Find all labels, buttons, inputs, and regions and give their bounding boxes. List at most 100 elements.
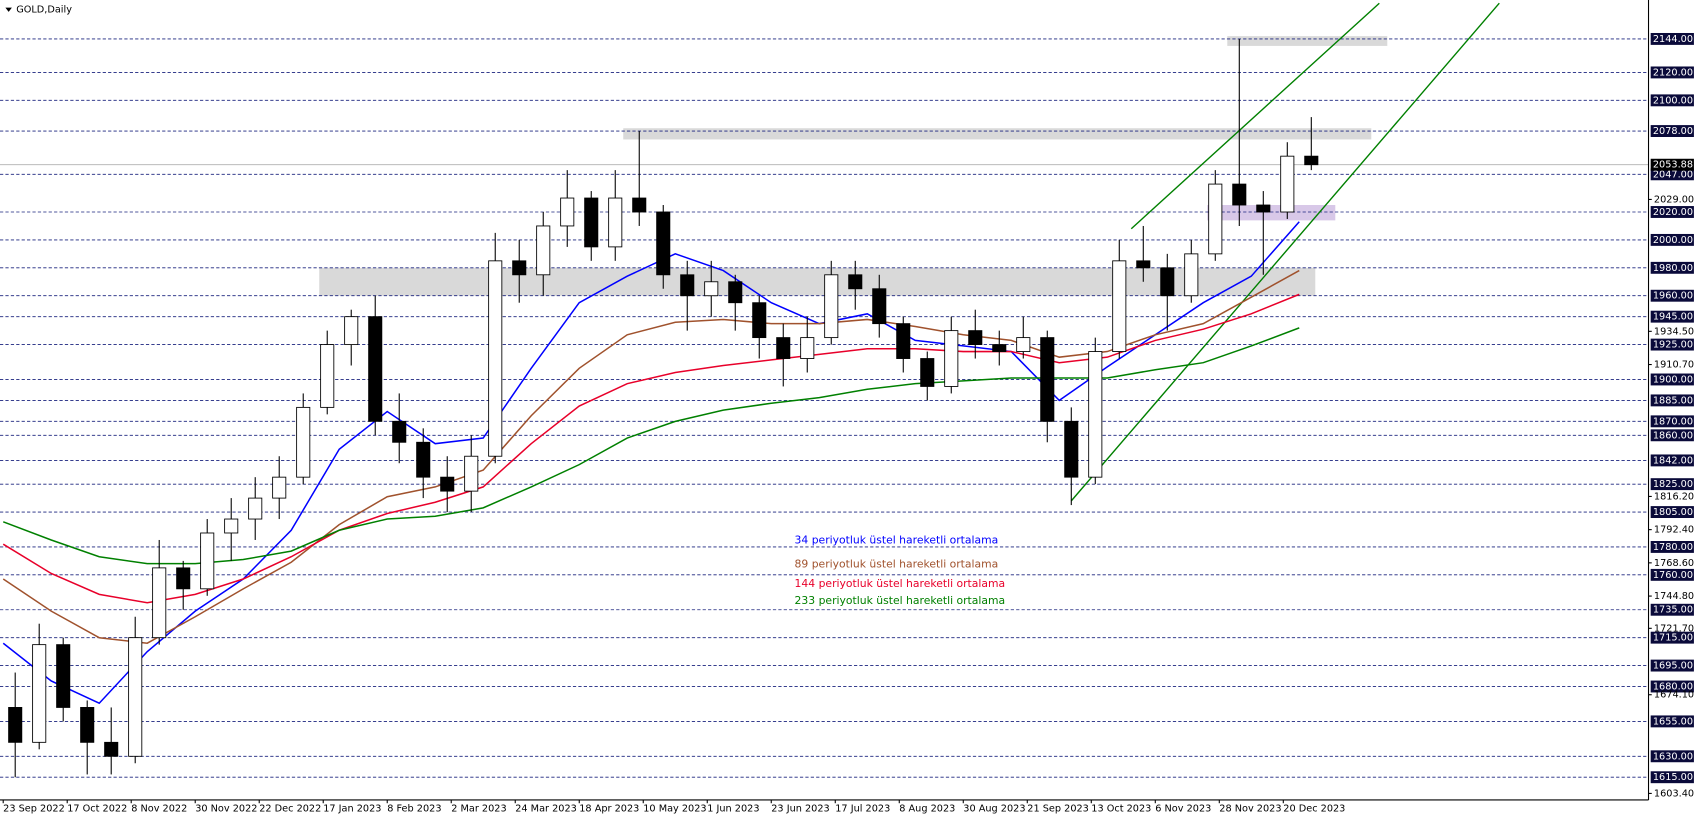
level-label-box: [1650, 568, 1694, 581]
candle-body: [128, 637, 143, 757]
level-label-box: [1650, 206, 1694, 218]
x-tick-label: 28 Nov 2023: [1219, 804, 1281, 815]
level-label: 1715.00: [1653, 633, 1693, 644]
candle-body: [8, 707, 23, 743]
moving-average-line: [2, 293, 1300, 604]
current-price-label: 2053.88: [1653, 160, 1693, 171]
level-label: 2144.00: [1653, 34, 1693, 45]
candle-body: [200, 532, 215, 590]
legend-entry: 233 periyotluk üstel hareketli ortalama: [795, 594, 1006, 607]
level-label: 1615.00: [1653, 772, 1693, 783]
candle-body: [1064, 420, 1079, 478]
y-tick-label: 1934.50: [1654, 326, 1694, 337]
level-label: 1885.00: [1653, 395, 1693, 406]
x-tick-label: 23 Sep 2022: [3, 804, 65, 815]
candle-body: [848, 274, 863, 290]
candle-body: [896, 323, 911, 359]
candle-body: [464, 455, 479, 492]
level-label-box: [1650, 32, 1694, 45]
level-label-box: [1650, 631, 1694, 644]
y-tick-label: 1816.20: [1654, 491, 1694, 502]
legend-entry: 144 periyotluk üstel hareketli ortalama: [795, 577, 1006, 590]
candle-body: [1088, 351, 1103, 478]
x-tick-label: 30 Nov 2022: [195, 804, 257, 815]
candle-body: [440, 476, 455, 492]
level-label-box: [1650, 168, 1694, 181]
candle-body: [56, 644, 71, 708]
lines: [2, 2, 1500, 705]
candle-body: [392, 420, 407, 443]
candle-body: [800, 337, 815, 359]
level-label: 1860.00: [1653, 430, 1693, 441]
level-label: 1735.00: [1653, 605, 1693, 616]
candle-body: [824, 274, 839, 339]
x-tick-label: 8 Aug 2023: [899, 804, 955, 815]
levels: [0, 38, 1649, 778]
candle-body: [296, 406, 311, 478]
level-label-box: [1650, 261, 1694, 274]
candle-body: [416, 441, 431, 478]
candle-body: [872, 288, 887, 325]
candle-body: [584, 197, 599, 248]
level-label: 2120.00: [1653, 67, 1693, 78]
candle-body: [704, 281, 719, 297]
x-tick-label: 20 Dec 2023: [1283, 804, 1345, 815]
level-label-box: [1650, 310, 1694, 323]
level-label: 2020.00: [1653, 207, 1693, 218]
level-label-box: [1650, 715, 1694, 728]
trendline: [1130, 2, 1380, 230]
x-tick-label: 21 Sep 2023: [1027, 804, 1089, 815]
candle-body: [560, 197, 575, 227]
zone: [1207, 205, 1336, 221]
menu-arrow: [5, 7, 12, 12]
trendline: [1070, 2, 1500, 502]
candle-body: [632, 197, 647, 213]
level-label: 2000.00: [1653, 235, 1693, 246]
level-label: 1842.00: [1653, 455, 1693, 466]
candle-body: [152, 567, 167, 639]
level-label-box: [1650, 454, 1694, 467]
x-tick-label: 17 Oct 2022: [67, 804, 127, 815]
candle-body: [920, 358, 935, 387]
candle-body: [1184, 253, 1199, 297]
level-label: 1925.00: [1653, 340, 1693, 351]
level-label-box: [1650, 66, 1694, 79]
level-label-box: [1650, 338, 1694, 351]
candle-body: [1280, 155, 1295, 213]
level-label: 1760.00: [1653, 570, 1693, 581]
level-label-box: [1650, 415, 1694, 428]
zone: [623, 128, 1372, 140]
candle-body: [368, 316, 383, 422]
level-label-box: [1650, 373, 1694, 386]
level-label: 1900.00: [1653, 374, 1693, 385]
legend-entry: 34 periyotluk üstel hareketli ortalama: [795, 534, 999, 547]
candle-body: [1112, 260, 1127, 352]
candle-body: [680, 274, 695, 297]
level-label-box: [1650, 771, 1694, 784]
candle-body: [1040, 337, 1055, 422]
candle-body: [728, 281, 743, 304]
x-tick-label: 22 Dec 2022: [259, 804, 321, 815]
level-label: 1945.00: [1653, 312, 1693, 323]
x-tick-label: 23 Jun 2023: [771, 804, 829, 815]
level-label: 2047.00: [1653, 169, 1693, 180]
y-tick-label: 1768.60: [1654, 558, 1694, 569]
level-label-box: [1650, 506, 1694, 519]
candle-body: [320, 344, 335, 408]
candle-body: [1136, 260, 1151, 269]
candle-body: [224, 518, 239, 534]
x-tick-label: 8 Nov 2022: [131, 804, 187, 815]
level-label-box: [1650, 429, 1694, 442]
candle-body: [1160, 267, 1175, 297]
level-label: 1630.00: [1653, 751, 1693, 762]
level-label-box: [1650, 94, 1694, 107]
moving-average-line: [2, 221, 1300, 705]
candle-body: [1208, 183, 1223, 255]
x-tick-label: 18 Apr 2023: [579, 804, 639, 815]
level-label: 1980.00: [1653, 263, 1693, 274]
current-price-box: [1650, 158, 1694, 171]
level-label-box: [1650, 750, 1694, 763]
candle-body: [944, 330, 959, 387]
candle-body: [32, 644, 47, 743]
